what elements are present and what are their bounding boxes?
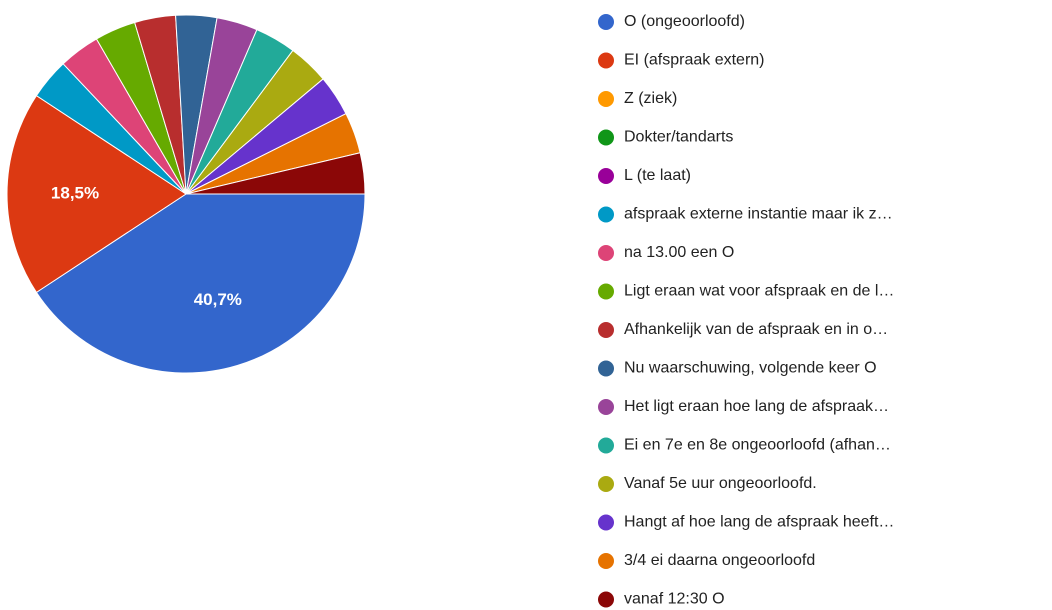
legend-marker xyxy=(598,591,614,608)
slice-label: 18,5% xyxy=(51,183,99,202)
legend-label: Het ligt eraan hoe lang de afspraak… xyxy=(624,398,889,415)
legend-marker xyxy=(598,168,614,184)
legend-label: Nu waarschuwing, volgende keer O xyxy=(624,360,877,377)
legend-marker xyxy=(598,129,614,146)
legend-marker xyxy=(598,14,614,30)
legend-marker xyxy=(598,399,614,415)
legend-label: vanaf 12:30 O xyxy=(624,591,725,608)
legend-marker xyxy=(598,91,614,107)
legend-marker xyxy=(598,322,614,338)
legend-marker xyxy=(598,553,614,569)
legend-marker xyxy=(598,476,614,492)
legend-marker xyxy=(598,283,614,300)
legend-marker xyxy=(598,245,614,261)
legend-label: Hangt af hoe lang de afspraak heeft… xyxy=(624,514,894,531)
legend-label: EI (afspraak extern) xyxy=(624,52,765,69)
legend-marker xyxy=(598,360,614,377)
legend-label: Afhankelijk van de afspraak en in o… xyxy=(624,321,888,338)
legend-marker xyxy=(598,206,614,223)
legend-marker xyxy=(598,52,614,69)
legend-label: 3/4 ei daarna ongeoorloofd xyxy=(624,552,815,569)
legend-label: Z (ziek) xyxy=(624,90,677,107)
legend-label: O (ongeoorloofd) xyxy=(624,13,745,30)
pie-slice xyxy=(6,94,187,294)
legend-label: Dokter/tandarts xyxy=(624,129,733,146)
legend-marker xyxy=(598,514,614,531)
pie-slice xyxy=(185,152,366,195)
legend-label: Vanaf 5e uur ongeoorloofd. xyxy=(624,475,817,492)
legend-label: Ei en 7e en 8e ongeoorloofd (afhan… xyxy=(624,437,891,454)
legend-label: afspraak externe instantie maar ik z… xyxy=(624,206,893,223)
legend-label: Ligt eraan wat voor afspraak en de l… xyxy=(624,283,894,300)
slice-label: 40,7% xyxy=(194,290,242,309)
legend-marker xyxy=(598,437,614,454)
legend-label: na 13.00 een O xyxy=(624,244,734,261)
legend-label: L (te laat) xyxy=(624,167,691,184)
